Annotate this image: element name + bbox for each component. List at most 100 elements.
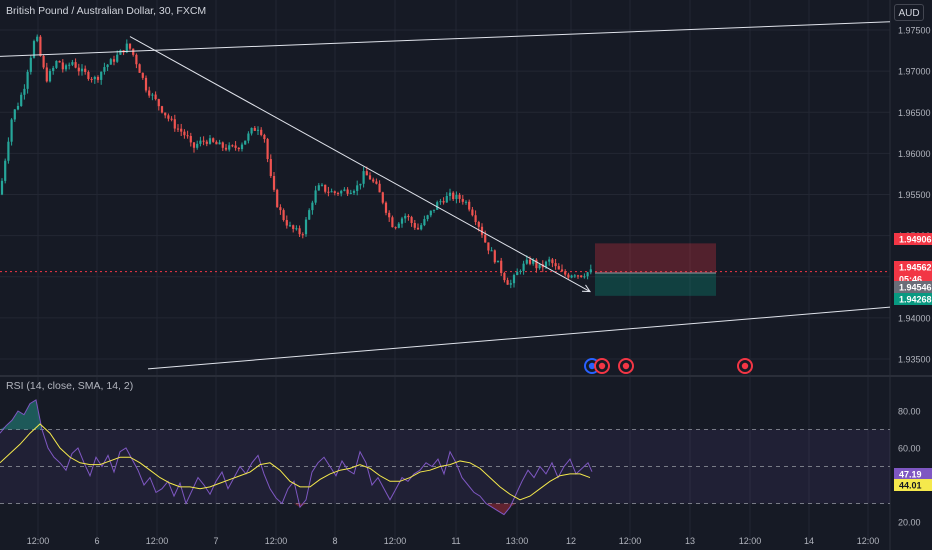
candle-body xyxy=(212,138,215,142)
candle-body xyxy=(141,72,144,78)
svg-text:05:46: 05:46 xyxy=(899,275,922,285)
candle-body xyxy=(397,223,400,228)
candle-body xyxy=(298,228,301,235)
event-marker-icon xyxy=(594,358,610,374)
candle-body xyxy=(276,189,279,208)
candle-body xyxy=(436,202,439,210)
candle-body xyxy=(256,129,260,131)
candle-body xyxy=(231,145,234,147)
candle-body xyxy=(573,275,576,277)
rsi-tick-label: 60.00 xyxy=(898,444,921,454)
candle-body xyxy=(343,189,346,191)
candle-body xyxy=(557,266,560,270)
candle-body xyxy=(423,219,426,226)
candle-body xyxy=(314,190,317,203)
trend-line xyxy=(129,36,591,292)
candle-body xyxy=(439,201,442,203)
candle-body xyxy=(429,210,432,216)
candle-body xyxy=(157,99,160,107)
price-tick-label: 1.94000 xyxy=(898,313,931,323)
candle-body xyxy=(192,142,196,148)
candle-body xyxy=(548,259,551,262)
candle-body xyxy=(583,276,586,278)
time-tick-label: 12:00 xyxy=(384,536,407,546)
candle-body xyxy=(103,67,106,72)
time-tick-label: 12:00 xyxy=(857,536,880,546)
candle-body xyxy=(452,192,455,200)
candle-body xyxy=(29,57,32,72)
candle-body xyxy=(266,139,269,160)
candle-body xyxy=(301,234,304,236)
candle-body xyxy=(333,191,336,193)
candle-body xyxy=(125,43,128,53)
candle-body xyxy=(391,217,394,228)
rsi-title[interactable]: RSI (14, close, SMA, 14, 2) xyxy=(6,380,134,392)
drawings[interactable] xyxy=(0,21,891,370)
candle-body xyxy=(500,260,503,274)
candle-body xyxy=(196,143,199,148)
time-tick-label: 12:00 xyxy=(146,536,169,546)
candle-body xyxy=(119,50,122,55)
currency-button[interactable]: AUD xyxy=(894,4,924,21)
rsi-pane xyxy=(0,399,890,516)
candle-body xyxy=(324,184,327,192)
economic-events[interactable] xyxy=(584,358,753,374)
candle-body xyxy=(26,71,29,89)
candle-body xyxy=(317,185,320,191)
stop-loss-zone xyxy=(595,243,716,273)
candle-body xyxy=(410,217,413,223)
candle-body xyxy=(186,135,189,137)
short-position-tool[interactable] xyxy=(595,243,716,296)
candle-body xyxy=(109,59,112,65)
svg-text:1.94906: 1.94906 xyxy=(899,235,932,245)
candle-body xyxy=(464,201,468,203)
time-axis[interactable]: 12:00 6 12:00 7 12:00 8 12:00 11 13:00 12 12:00 13 1… xyxy=(27,536,880,546)
rsi-ma-line xyxy=(0,423,591,501)
event-marker-icon xyxy=(618,358,634,374)
candle-body xyxy=(496,260,500,263)
candle-body xyxy=(420,225,423,230)
candle-body xyxy=(32,41,36,58)
candle-body xyxy=(234,145,237,148)
candle-body xyxy=(378,183,381,193)
candle-body xyxy=(199,140,202,144)
candle-body xyxy=(512,275,516,284)
candle-body xyxy=(279,207,282,211)
symbol-title[interactable]: British Pound / Australian Dollar, 30, F… xyxy=(6,5,207,17)
candle-body xyxy=(237,147,240,150)
candle-body xyxy=(13,109,16,120)
candle-body xyxy=(519,270,522,272)
candle-body xyxy=(528,259,532,264)
candle-body xyxy=(487,242,490,251)
candle-body xyxy=(0,180,4,195)
candle-body xyxy=(80,68,84,72)
candle-body xyxy=(580,275,583,278)
candle-body xyxy=(138,64,141,73)
candlesticks xyxy=(0,34,592,289)
candle-body xyxy=(445,195,448,203)
trend-arrow-head xyxy=(581,284,591,293)
candle-body xyxy=(375,181,378,184)
price-label: 1.94562 xyxy=(894,261,932,273)
candle-body xyxy=(340,190,343,194)
price-tick-label: 1.95500 xyxy=(898,190,931,200)
candle-body xyxy=(55,60,58,68)
candle-body xyxy=(48,71,52,82)
candle-body xyxy=(320,184,324,186)
time-tick-label: 12:00 xyxy=(619,536,642,546)
rsi-band-fill xyxy=(0,429,890,504)
candle-body xyxy=(503,273,506,281)
trend-line xyxy=(147,306,891,370)
rsi-oversold-fill xyxy=(0,503,592,515)
candle-body xyxy=(535,259,538,269)
price-axis[interactable]: 1.975001.970001.965001.960001.955001.950… xyxy=(894,26,932,528)
candle-body xyxy=(272,176,276,190)
candle-body xyxy=(128,43,132,49)
candle-body xyxy=(42,55,45,68)
trend-line xyxy=(0,21,891,57)
candle-body xyxy=(183,131,186,136)
candle-body xyxy=(365,171,368,176)
time-tick-label: 13:00 xyxy=(506,536,529,546)
svg-text:1.94268: 1.94268 xyxy=(899,295,932,305)
